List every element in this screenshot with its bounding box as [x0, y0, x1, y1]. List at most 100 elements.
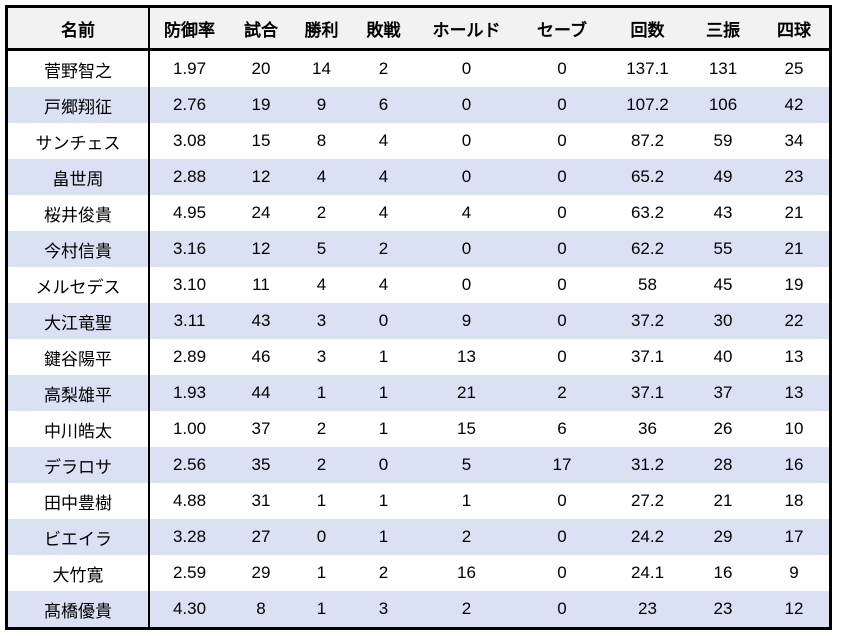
stat-cell: 30	[713, 311, 733, 330]
stat-cell: 3.11	[173, 311, 206, 330]
stat-cell: 6	[557, 419, 567, 438]
stat-cell: 23	[713, 599, 733, 618]
table-row: 鍵谷陽平 2.89 46 3 1 13 0 37.1 40 13	[8, 339, 829, 375]
table-row: 戸郷翔征 2.76 19 9 6 0 0 107.2 106 42	[8, 87, 829, 123]
stat-cell: 3	[316, 311, 327, 330]
stat-cell: 43	[713, 203, 733, 222]
column-header-6: セーブ	[516, 8, 608, 51]
player-name-cell: 戸郷翔征	[8, 87, 150, 123]
player-name-cell: 鍵谷陽平	[8, 339, 150, 375]
stat-cell: 0	[316, 527, 327, 546]
stat-cell: 26	[713, 419, 733, 438]
table-row: 髙橋優貴 4.30 8 1 3 2 0 23 23 12	[8, 591, 829, 627]
stat-cell: 137.1	[626, 59, 669, 78]
stat-cell: 1.97	[172, 59, 207, 78]
column-header-0: 名前	[8, 8, 150, 51]
stat-cell: 2	[316, 419, 327, 438]
stat-cell: 2	[378, 563, 389, 582]
stat-cell: 12	[251, 167, 271, 186]
stat-cell: 24.2	[630, 527, 665, 546]
stat-cell: 2	[378, 239, 389, 258]
player-name-cell: 畠世周	[8, 159, 150, 195]
table-row: 高梨雄平 1.93 44 1 1 21 2 37.1 37 13	[8, 375, 829, 411]
table-row: 菅野智之 1.97 20 14 2 0 0 137.1 131 25	[8, 49, 829, 87]
column-header-2: 試合	[229, 8, 293, 51]
stat-cell: 15	[457, 419, 476, 438]
stat-cell: 21	[713, 491, 733, 510]
stat-cell: 0	[557, 95, 567, 114]
stat-cell: 0	[461, 239, 472, 258]
stat-cell: 4	[461, 203, 472, 222]
stat-cell: 23	[784, 167, 804, 186]
stat-cell: 36	[638, 419, 657, 438]
stat-cell: 37.1	[630, 383, 665, 402]
stat-cell: 20	[251, 59, 271, 78]
column-header-3: 勝利	[293, 8, 350, 51]
stat-cell: 65.2	[630, 167, 665, 186]
stat-cell: 37	[251, 419, 271, 438]
stat-cell: 19	[251, 95, 271, 114]
stat-cell: 40	[713, 347, 733, 366]
stat-cell: 2.89	[172, 347, 207, 366]
stat-cell: 17	[552, 455, 572, 474]
table-row: ビエイラ 3.28 27 0 1 2 0 24.2 29 17	[8, 519, 829, 555]
stat-cell: 21	[784, 239, 804, 258]
stat-cell: 0	[461, 167, 472, 186]
stat-cell: 3	[316, 347, 327, 366]
table-row: 今村信貴 3.16 12 5 2 0 0 62.2 55 21	[8, 231, 829, 267]
stat-cell: 16	[713, 563, 733, 582]
stat-cell: 107.2	[626, 95, 669, 114]
player-name-cell: 桜井俊貴	[8, 195, 150, 231]
stat-cell: 2.76	[172, 95, 207, 114]
stat-cell: 46	[251, 347, 271, 366]
player-name-cell: 大江竜聖	[8, 303, 150, 339]
stat-cell: 4	[378, 131, 389, 150]
stat-cell: 9	[461, 311, 472, 330]
stat-cell: 44	[251, 383, 271, 402]
stat-cell: 10	[784, 419, 804, 438]
pitcher-stats-table: 名前 防御率 試合 勝利 敗戦 ホールド セーブ 回数 三振 四球 菅野智之 1.97 20 14 2 0 0…	[5, 5, 832, 630]
stat-cell: 4	[316, 167, 327, 186]
stat-cell: 62.2	[630, 239, 665, 258]
column-header-7: 回数	[608, 8, 687, 51]
player-name-cell: 中川皓太	[8, 411, 150, 447]
stat-cell: 16	[457, 563, 476, 582]
stat-cell: 37.2	[630, 311, 665, 330]
stat-cell: 2.88	[172, 167, 207, 186]
player-name-cell: 菅野智之	[8, 49, 150, 87]
table-row: デラロサ 2.56 35 2 0 5 17 31.2 28 16	[8, 447, 829, 483]
stat-cell: 4.95	[172, 203, 207, 222]
stat-cell: 55	[713, 239, 733, 258]
stat-cell: 13	[784, 383, 804, 402]
stat-cell: 4	[316, 275, 327, 294]
table-row: 桜井俊貴 4.95 24 2 4 4 0 63.2 43 21	[8, 195, 829, 231]
stat-cell: 4	[378, 275, 389, 294]
stat-cell: 0	[461, 59, 472, 78]
stat-cell: 4.30	[172, 599, 207, 618]
header-row: 名前 防御率 試合 勝利 敗戦 ホールド セーブ 回数 三振 四球	[8, 8, 829, 51]
stat-cell: 29	[251, 563, 271, 582]
player-name-cell: メルセデス	[8, 267, 150, 303]
stat-cell: 1	[378, 347, 389, 366]
stat-cell: 31	[251, 491, 271, 510]
stat-cell: 17	[784, 527, 804, 546]
stat-cell: 59	[713, 131, 733, 150]
stat-cell: 6	[378, 95, 389, 114]
stat-cell: 2	[461, 527, 472, 546]
stat-cell: 0	[557, 491, 567, 510]
stat-cell: 63.2	[630, 203, 665, 222]
stat-cell: 23	[638, 599, 657, 618]
stat-cell: 0	[557, 239, 567, 258]
stat-cell: 1	[378, 527, 389, 546]
stat-cell: 5	[316, 239, 327, 258]
stat-cell: 0	[557, 311, 567, 330]
stat-cell: 0	[378, 311, 389, 330]
stat-cell: 2	[557, 383, 567, 402]
stat-cell: 1	[316, 563, 327, 582]
stat-cell: 0	[557, 599, 567, 618]
stat-cell: 8	[316, 131, 327, 150]
stat-cell: 37	[713, 383, 733, 402]
stat-cell: 0	[461, 131, 472, 150]
stat-cell: 45	[713, 275, 733, 294]
column-header-9: 四球	[759, 8, 829, 51]
